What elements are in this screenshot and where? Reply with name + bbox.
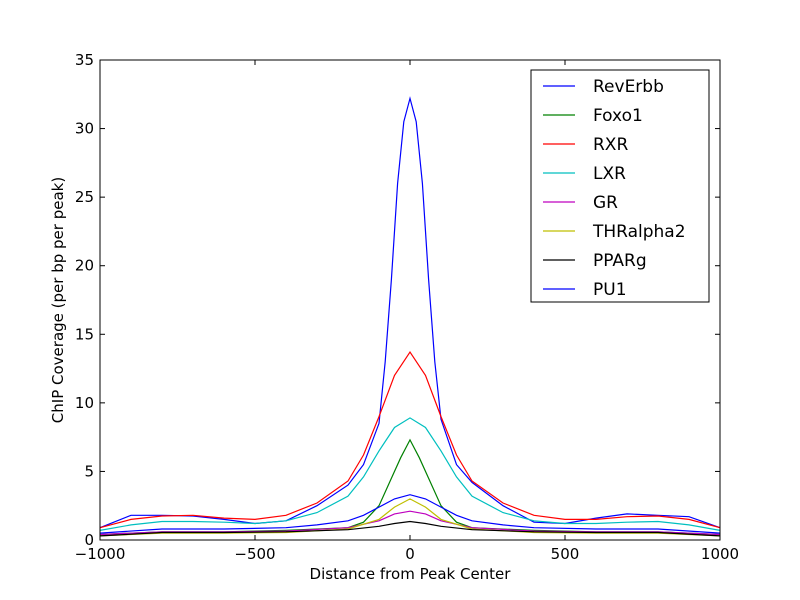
y-axis-label: ChIP Coverage (per bp per peak) bbox=[49, 177, 67, 423]
x-tick-label: 0 bbox=[405, 545, 415, 563]
legend-label: Foxo1 bbox=[593, 106, 643, 126]
series-line-gr bbox=[99, 510, 721, 536]
y-tick-label: 35 bbox=[75, 51, 94, 69]
x-tick-label: 500 bbox=[551, 545, 580, 563]
series-line-foxo1 bbox=[99, 438, 721, 536]
legend-label: PPARg bbox=[593, 251, 647, 271]
legend-label: THRalpha2 bbox=[592, 222, 686, 242]
series-line-thralpha2 bbox=[99, 498, 721, 537]
y-tick-label: 30 bbox=[75, 120, 94, 138]
series-line-lxr bbox=[99, 417, 721, 531]
y-tick-label: 10 bbox=[75, 394, 94, 412]
y-tick-label: 20 bbox=[75, 257, 94, 275]
y-tick-label: 15 bbox=[75, 325, 94, 343]
x-tick-label: −500 bbox=[234, 545, 275, 563]
legend-label: LXR bbox=[593, 164, 626, 184]
legend-label: RevErbb bbox=[593, 77, 664, 97]
y-tick-label: 5 bbox=[84, 462, 94, 480]
tick-layer: −1000 −500 0 500 1000 0 5 10 15 20 25 30 35 bbox=[75, 51, 739, 563]
series-line-pparg bbox=[99, 520, 721, 537]
legend-frame bbox=[530, 69, 710, 303]
x-tick-label: −1000 bbox=[75, 545, 126, 563]
series-line-rxr bbox=[99, 351, 721, 529]
legend-label: PU1 bbox=[593, 280, 627, 300]
series-line-pu1 bbox=[99, 494, 721, 534]
y-tick-label: 0 bbox=[84, 531, 94, 549]
legend-label: RXR bbox=[593, 135, 628, 155]
legend-label: GR bbox=[593, 193, 618, 213]
x-axis-label: Distance from Peak Center bbox=[310, 565, 512, 583]
y-tick-label: 25 bbox=[75, 188, 94, 206]
legend: RevErbb Foxo1 RXR LXR GR THRalpha2 PPARg PU1 bbox=[530, 69, 710, 303]
series-layer bbox=[99, 96, 721, 537]
x-tick-label: 1000 bbox=[701, 545, 739, 563]
